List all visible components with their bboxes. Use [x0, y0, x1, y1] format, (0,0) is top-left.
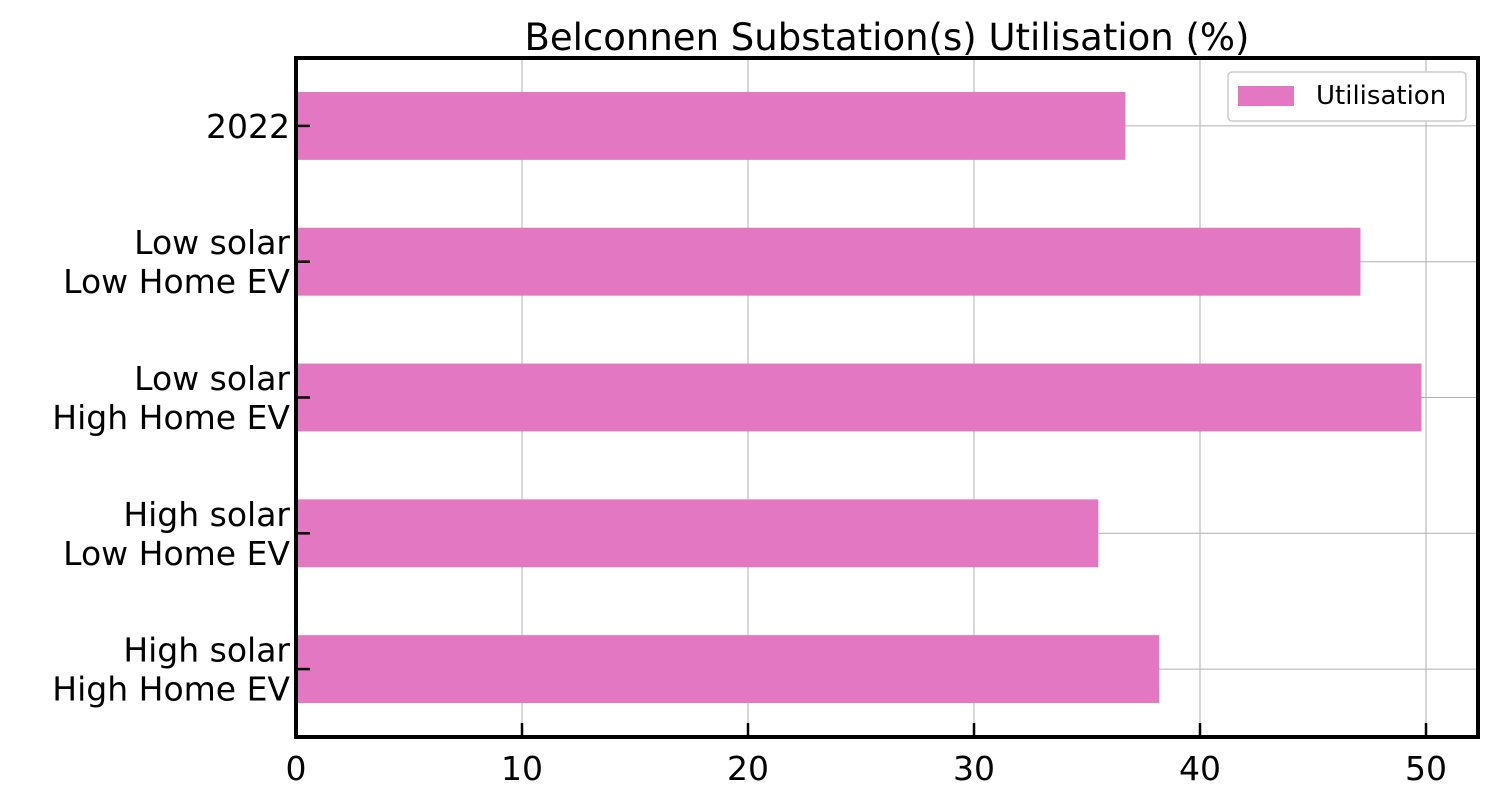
bar — [296, 635, 1160, 704]
y-tick-label: Low Home EV — [63, 262, 290, 301]
x-tick-label: 30 — [953, 749, 995, 788]
y-tick-label: High solar — [123, 631, 290, 670]
x-tick-label: 50 — [1405, 749, 1447, 788]
x-tick-label: 40 — [1179, 749, 1221, 788]
bars — [296, 91, 1422, 704]
y-tick-label: Low solar — [134, 223, 290, 262]
x-tick-label: 0 — [286, 749, 307, 788]
bar — [296, 227, 1361, 296]
legend-label: Utilisation — [1316, 81, 1446, 111]
y-tick-label: High Home EV — [52, 398, 290, 437]
legend-swatch — [1238, 86, 1294, 106]
x-tick-label: 10 — [501, 749, 543, 788]
x-tick-label: 20 — [727, 749, 769, 788]
chart-title: Belconnen Substation(s) Utilisation (%) — [525, 16, 1250, 59]
bar — [296, 91, 1126, 160]
y-tick-label: 2022 — [206, 107, 290, 146]
y-tick-label: Low Home EV — [63, 534, 290, 573]
plot-frame — [294, 56, 1480, 739]
y-tick-label: High Home EV — [52, 670, 290, 709]
y-tick-label: High solar — [123, 495, 290, 534]
legend: Utilisation — [1227, 71, 1467, 122]
bar — [296, 499, 1099, 568]
bar — [296, 363, 1422, 432]
y-tick-label: Low solar — [134, 359, 290, 398]
legend-box — [1227, 71, 1467, 122]
